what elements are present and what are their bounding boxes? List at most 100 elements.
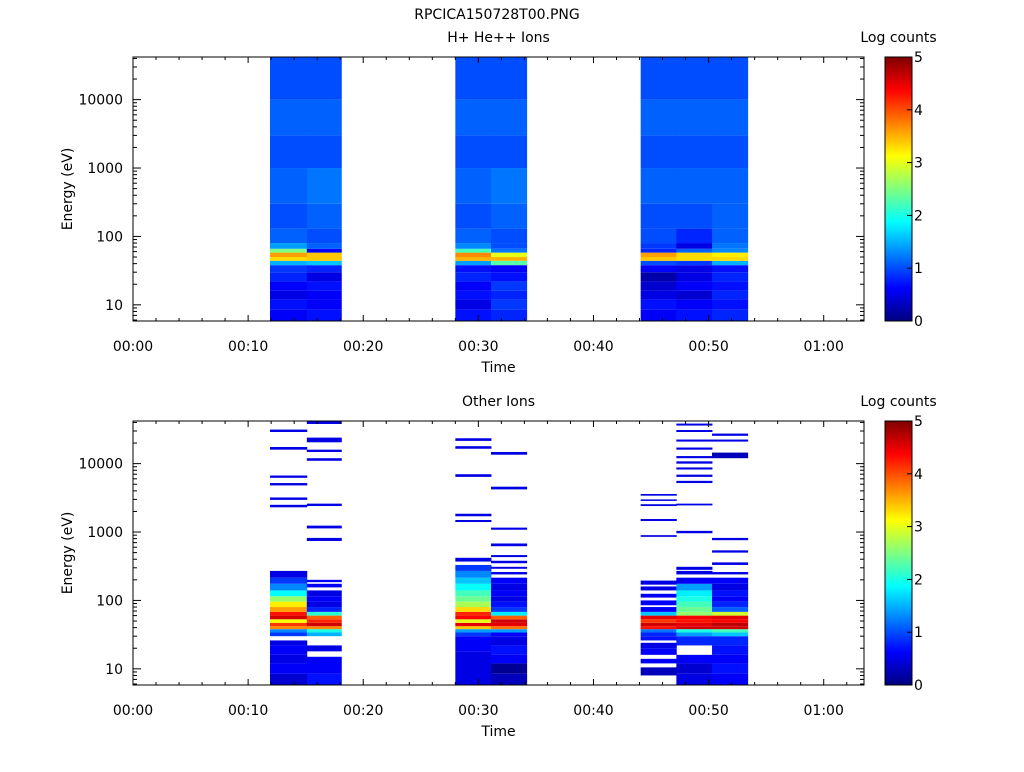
heatmap-cell [306, 449, 342, 452]
heatmap-cell [306, 248, 342, 253]
heatmap-cells [269, 421, 749, 685]
heatmap-cell [640, 272, 677, 282]
heatmap-cell [676, 281, 713, 291]
heatmap-cell [306, 99, 342, 136]
heatmap-cell [455, 622, 492, 627]
heatmap-cell [640, 290, 677, 300]
heatmap-cell [712, 281, 749, 291]
heatmap-cell [712, 537, 749, 541]
heatmap-cell [306, 458, 342, 461]
heatmap-cell [640, 615, 677, 620]
heatmap-cell [712, 203, 749, 229]
heatmap-cell [269, 607, 308, 612]
heatmap-cell [269, 626, 308, 630]
heatmap-cell [455, 636, 492, 652]
heatmap-cell [640, 281, 677, 291]
heatmap-cell [640, 265, 677, 273]
heatmap-cell [269, 257, 308, 261]
heatmap-cell [712, 611, 749, 616]
heatmap-cell [640, 99, 677, 136]
y-tick-label: 10000 [78, 457, 123, 473]
heatmap-cell [676, 99, 713, 136]
colorbar-tick-label: 0 [914, 678, 923, 694]
heatmap-cell [455, 265, 492, 273]
heatmap-cell [712, 252, 749, 258]
heatmap-cell [269, 483, 308, 486]
heatmap-cell [491, 645, 528, 655]
colorbar-tick-label: 5 [914, 414, 923, 430]
heatmap-cell [712, 615, 749, 620]
heatmap-cell [455, 607, 492, 612]
heatmap-cell [712, 243, 749, 249]
heatmap-cell [269, 632, 308, 637]
heatmap-cell [306, 590, 342, 597]
heatmap-cell [269, 309, 308, 321]
heatmap-cell [712, 257, 749, 261]
heatmap-cell [306, 601, 342, 608]
heatmap-cell [491, 629, 528, 633]
heatmap-cell [269, 629, 308, 633]
heatmap-cell [640, 667, 677, 676]
colorbar-tick-label: 0 [914, 314, 923, 330]
colorbar-tick-label: 2 [914, 572, 923, 588]
heatmap-cell [712, 619, 749, 623]
heatmap-cell [491, 555, 528, 558]
heatmap-cell [491, 486, 528, 490]
x-tick-label: 01:00 [804, 703, 844, 719]
heatmap-cell [676, 260, 713, 266]
heatmap-cell [269, 570, 308, 578]
heatmap-cell [712, 433, 749, 436]
colorbar-tick-label: 1 [914, 261, 923, 277]
heatmap-cell [491, 252, 528, 258]
heatmap-cell [676, 601, 713, 608]
heatmap-cell [676, 228, 713, 244]
heatmap-cell [640, 632, 677, 637]
heatmap-cell [491, 168, 528, 204]
heatmap-cell [712, 299, 749, 310]
heatmap-cell [306, 265, 342, 273]
heatmap-cell [306, 607, 342, 612]
heatmap-cell [306, 615, 342, 620]
heatmap-cell [676, 461, 713, 464]
colorbar-label: Log counts [860, 394, 936, 410]
heatmap-cell [640, 168, 677, 204]
x-tick-label: 00:50 [688, 703, 728, 719]
x-tick-label: 00:20 [343, 339, 383, 355]
heatmap-cell [269, 281, 308, 291]
heatmap-cell [491, 596, 528, 602]
heatmap-cell [640, 248, 677, 253]
heatmap-cell [306, 503, 342, 507]
x-tick-label: 00:40 [573, 703, 613, 719]
heatmap-cell [640, 135, 677, 169]
heatmap-cell [712, 135, 749, 169]
heatmap-cell [306, 437, 342, 443]
heatmap-cell [491, 673, 528, 685]
heatmap-cell [640, 493, 677, 496]
heatmap-cell [455, 228, 492, 244]
colorbar-tick-label: 5 [914, 50, 923, 66]
x-tick-label: 00:10 [228, 703, 268, 719]
heatmap-cell [269, 203, 308, 229]
heatmap-cell [712, 260, 749, 266]
heatmap-cell [676, 309, 713, 321]
heatmap-cell [491, 611, 528, 616]
heatmap-cell [640, 504, 677, 507]
heatmap-cell [306, 203, 342, 229]
heatmap-cell [269, 645, 308, 655]
heatmap-cell [676, 467, 713, 470]
heatmap-cell [306, 252, 342, 258]
heatmap-cell [491, 619, 528, 623]
heatmap-cell [676, 252, 713, 258]
heatmap-cell [676, 456, 713, 459]
heatmap-cell [640, 252, 677, 258]
heatmap-cell [455, 135, 492, 169]
heatmap-cell [640, 535, 677, 537]
heatmap-cell [306, 629, 342, 633]
heatmap-cell [676, 203, 713, 229]
heatmap-cell [712, 550, 749, 553]
heatmap-cell [676, 530, 713, 534]
heatmap-cell [269, 615, 308, 620]
heatmap-cell [676, 290, 713, 300]
heatmap-cell [455, 557, 492, 562]
heatmap-cell [455, 629, 492, 633]
